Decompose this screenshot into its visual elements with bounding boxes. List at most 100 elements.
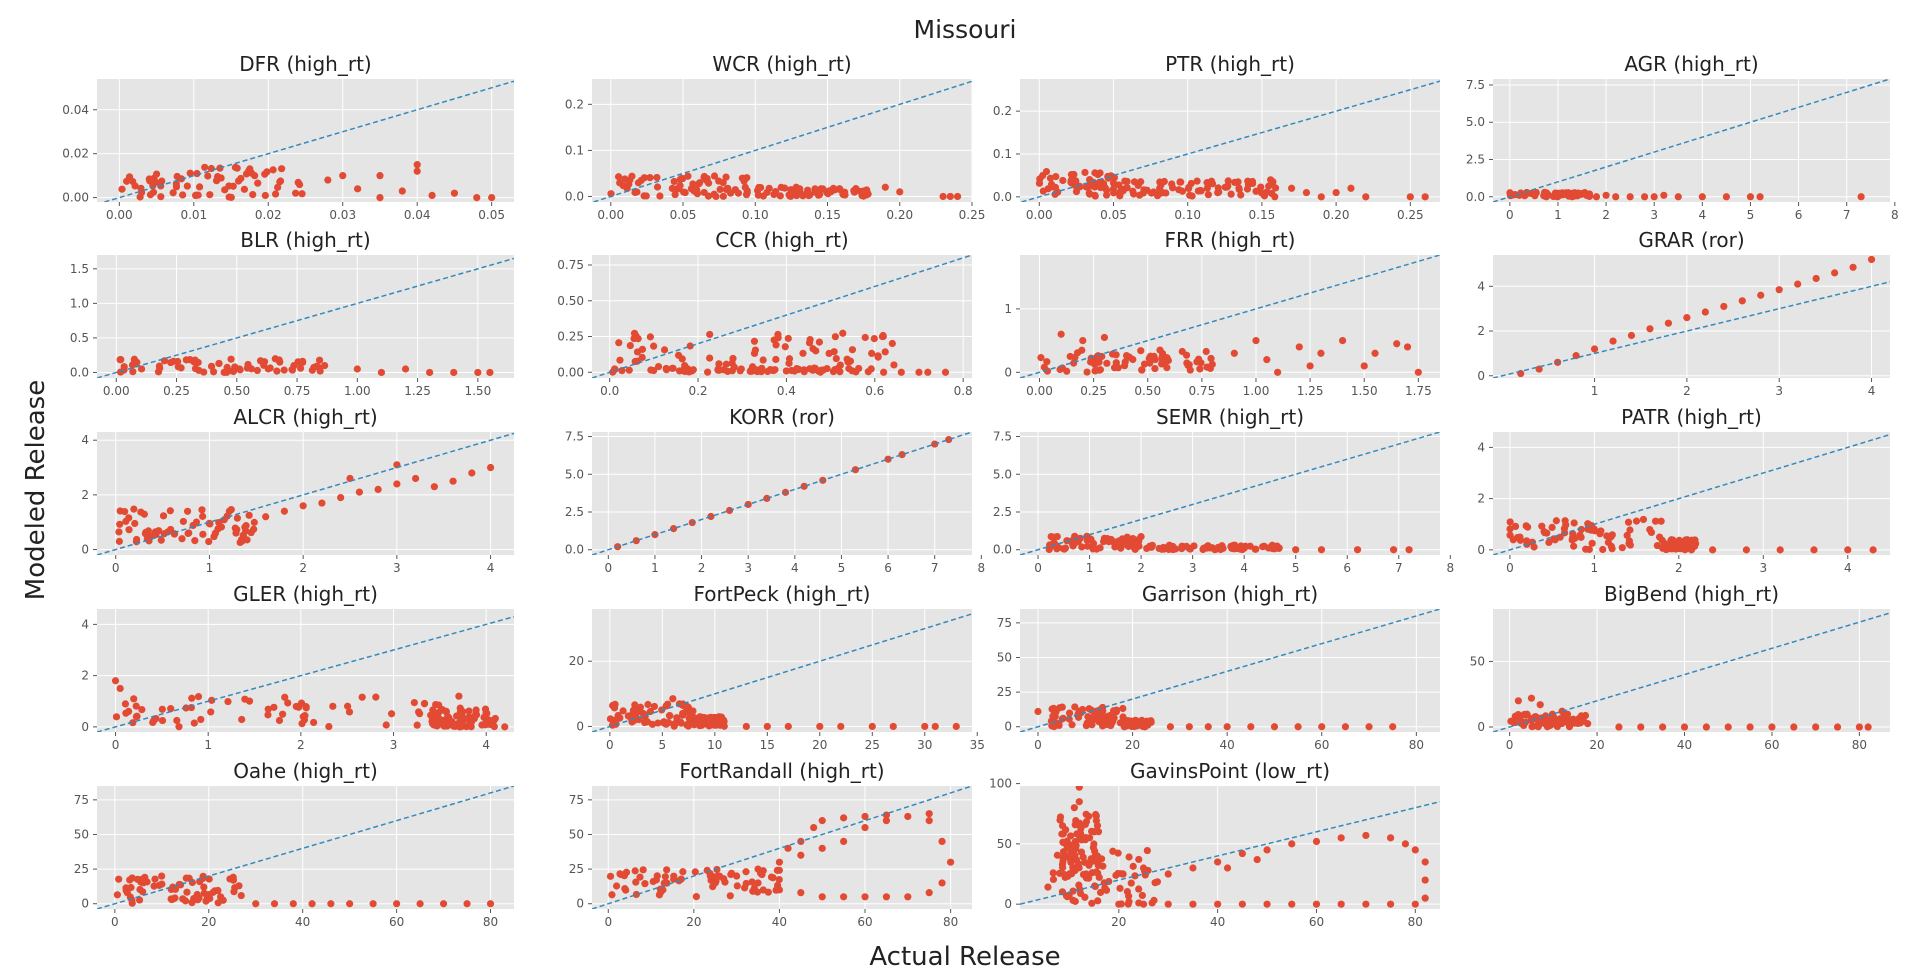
scatter-point bbox=[245, 697, 254, 705]
scatter-point bbox=[684, 720, 692, 728]
data-layer bbox=[1020, 255, 1440, 378]
scatter-point bbox=[191, 356, 199, 364]
scatter-point bbox=[1091, 191, 1099, 199]
scatter-point bbox=[345, 708, 354, 716]
scatter-point bbox=[793, 364, 801, 373]
scatter-point bbox=[199, 530, 207, 538]
scatter-point bbox=[410, 698, 418, 707]
scatter-point bbox=[1660, 191, 1668, 199]
scatter-point bbox=[1794, 280, 1802, 288]
x-tick-label: 0 bbox=[1506, 738, 1514, 752]
x-tick-label: 5 bbox=[1747, 208, 1755, 222]
scatter-point bbox=[387, 710, 396, 718]
scatter-point bbox=[261, 191, 269, 200]
scatter-point bbox=[721, 878, 729, 886]
scatter-point bbox=[1724, 723, 1732, 731]
scatter-point bbox=[703, 174, 711, 183]
scatter-point bbox=[1615, 723, 1623, 731]
scatter-point bbox=[1051, 533, 1059, 541]
scatter-point bbox=[1701, 308, 1709, 316]
x-tick-label: 40 bbox=[1210, 915, 1225, 929]
scatter-point bbox=[1317, 349, 1325, 357]
scatter-point bbox=[829, 368, 837, 376]
scatter-point bbox=[1044, 883, 1052, 891]
scatter-point bbox=[915, 368, 923, 376]
scatter-point bbox=[416, 900, 424, 908]
x-tick-label: 1 bbox=[1554, 208, 1562, 222]
x-tick-label: 0.20 bbox=[886, 208, 913, 222]
scatter-point bbox=[490, 722, 498, 731]
scatter-point bbox=[292, 189, 300, 197]
scatter-point bbox=[1089, 843, 1097, 852]
scatter-point bbox=[1251, 545, 1259, 553]
scatter-point bbox=[318, 499, 326, 507]
one-to-one-reference-line bbox=[592, 255, 972, 378]
scatter-point bbox=[713, 865, 721, 874]
data-layer bbox=[1493, 433, 1890, 555]
scatter-point bbox=[781, 343, 789, 351]
scatter-point bbox=[728, 367, 736, 375]
x-tick-label: 7 bbox=[931, 561, 939, 575]
scatter-point bbox=[799, 349, 807, 357]
scatter-point bbox=[227, 193, 235, 201]
scatter-point bbox=[660, 719, 668, 727]
x-tick-label: 0 bbox=[1506, 561, 1514, 575]
scatter-point bbox=[882, 893, 891, 901]
scatter-point bbox=[889, 722, 897, 731]
scatter-point bbox=[787, 186, 795, 194]
scatter-point bbox=[128, 896, 136, 904]
scatter-point bbox=[1131, 545, 1139, 553]
scatter-point bbox=[1129, 862, 1137, 870]
y-tick-label: 0 bbox=[1004, 720, 1012, 734]
scatter-point bbox=[774, 330, 782, 339]
subplot-panel: GLER (high_rt) 0 1 2 3 4 0 2 4 bbox=[81, 582, 514, 752]
scatter-point bbox=[1317, 193, 1325, 201]
x-tick-label: 2 bbox=[698, 561, 706, 575]
scatter-point bbox=[1160, 177, 1168, 186]
scatter-point bbox=[426, 368, 434, 377]
scatter-point bbox=[250, 525, 258, 533]
scatter-point bbox=[705, 722, 713, 730]
x-tick-label: 1.00 bbox=[1243, 384, 1270, 398]
scatter-point bbox=[616, 179, 624, 187]
scatter-point bbox=[271, 190, 280, 198]
y-tick-label: 0 bbox=[1004, 897, 1012, 911]
scatter-point bbox=[1421, 876, 1429, 884]
scatter-point bbox=[1104, 720, 1112, 728]
scatter-point bbox=[1555, 190, 1564, 198]
scatter-point bbox=[325, 722, 333, 731]
scatter-point bbox=[197, 715, 205, 724]
scatter-point bbox=[1386, 834, 1395, 842]
y-tick-label: 4 bbox=[1477, 440, 1485, 454]
scatter-point bbox=[412, 474, 420, 483]
y-tick-label: 0.0 bbox=[993, 190, 1012, 204]
scatter-point bbox=[1259, 543, 1267, 551]
scatter-point bbox=[486, 463, 495, 472]
scatter-point bbox=[831, 333, 839, 341]
scatter-point bbox=[681, 367, 689, 376]
x-tick-label: 1 bbox=[651, 561, 659, 575]
scatter-point bbox=[710, 190, 718, 198]
scatter-point bbox=[1390, 546, 1398, 554]
scatter-point bbox=[1102, 186, 1111, 194]
scatter-point bbox=[665, 712, 674, 720]
scatter-point bbox=[1189, 864, 1197, 872]
y-tick-label: 4 bbox=[81, 433, 89, 447]
y-tick-label: 0.1 bbox=[565, 143, 584, 157]
y-tick-label: 75 bbox=[997, 616, 1012, 630]
y-tick-label: 25 bbox=[74, 862, 89, 876]
subplot-title: BLR (high_rt) bbox=[240, 228, 370, 252]
scatter-point bbox=[490, 716, 498, 725]
scatter-point bbox=[631, 867, 639, 875]
scatter-point bbox=[250, 518, 258, 526]
scatter-point bbox=[1063, 843, 1071, 851]
x-tick-label: 4 bbox=[1868, 384, 1876, 398]
x-tick-label: 20 bbox=[1111, 915, 1126, 929]
scatter-point bbox=[1288, 840, 1296, 848]
scatter-point bbox=[158, 177, 166, 185]
scatter-point bbox=[671, 720, 679, 728]
scatter-point bbox=[245, 511, 253, 519]
scatter-point bbox=[703, 368, 712, 376]
scatter-point bbox=[1609, 337, 1617, 345]
y-tick-label: 0.75 bbox=[557, 258, 584, 272]
